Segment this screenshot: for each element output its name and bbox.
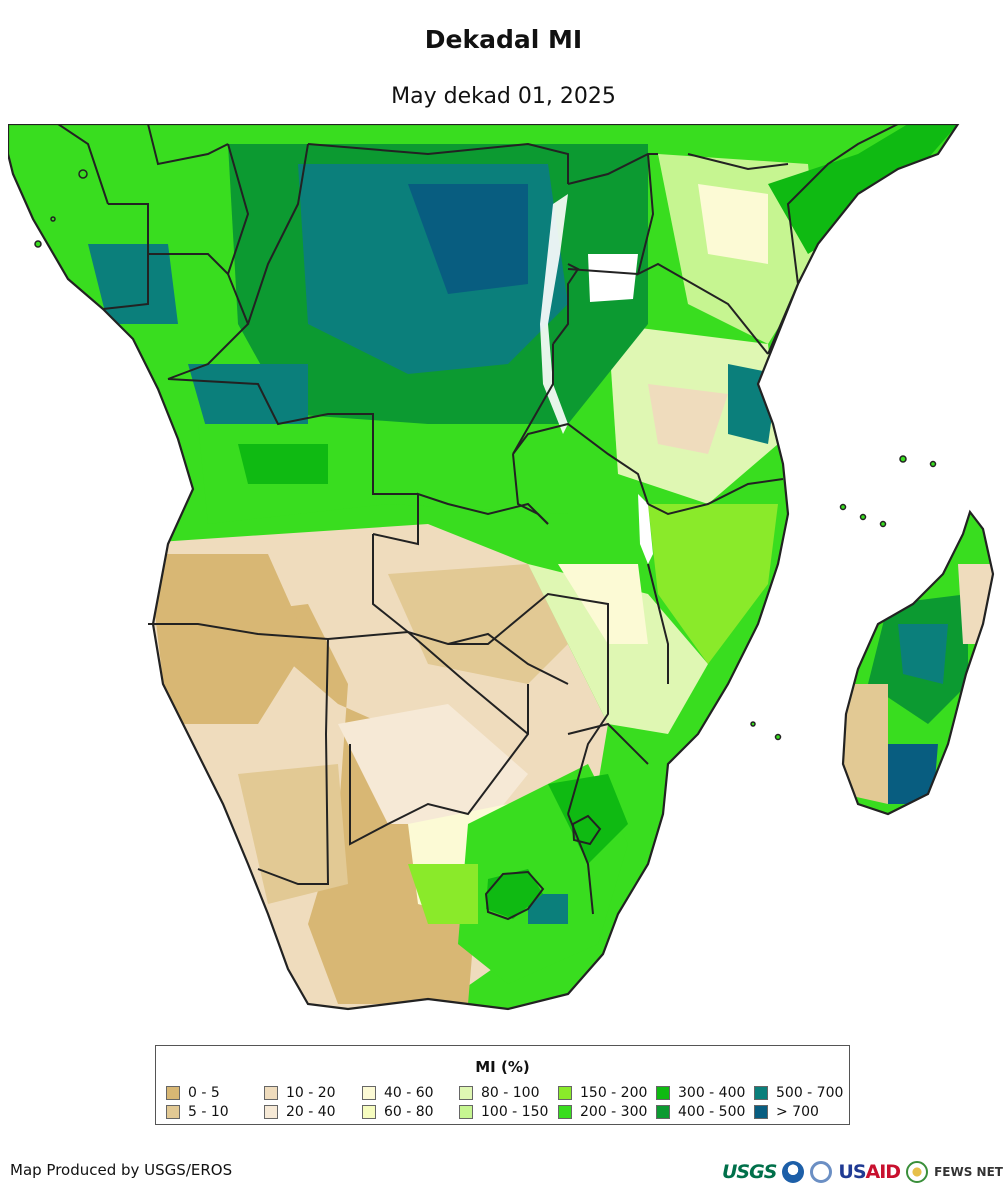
legend-label: 100 - 150 (481, 1104, 549, 1120)
eswatini-border (571, 814, 602, 846)
legend-title: MI (%) (475, 1058, 530, 1076)
lesotho-border (484, 870, 545, 921)
legend-swatch (754, 1086, 768, 1100)
legend-label: 60 - 80 (384, 1104, 434, 1120)
legend-swatch (558, 1086, 572, 1100)
legend-label: 80 - 100 (481, 1085, 540, 1101)
legend-item-150-200: 150 - 200 (558, 1084, 647, 1102)
fews-net-logo: FEWS NET (934, 1165, 1003, 1179)
map-credit: Map Produced by USGS/EROS (10, 1161, 233, 1179)
map-canvas (8, 124, 995, 1011)
state-dept-seal (810, 1161, 833, 1183)
legend-label: 300 - 400 (678, 1085, 746, 1101)
legend-item-200-300: 200 - 300 (558, 1103, 647, 1121)
legend-box: MI (%) 0 - 5 5 - 10 10 - 20 20 - 40 40 -… (155, 1045, 850, 1125)
small-islands (34, 169, 937, 741)
legend-swatch (656, 1086, 670, 1100)
legend-swatch (558, 1105, 572, 1119)
legend-label: 150 - 200 (580, 1085, 648, 1101)
usaid-logo-aid: AID (865, 1161, 902, 1183)
legend-item-100-150: 100 - 150 (459, 1103, 548, 1121)
legend-label: 20 - 40 (286, 1104, 336, 1120)
legend-swatch (166, 1086, 180, 1100)
map-subtitle: May dekad 01, 2025 (391, 84, 616, 109)
legend-item-5-10: 5 - 10 (166, 1103, 229, 1121)
legend-item-20-40: 20 - 40 (264, 1103, 336, 1121)
legend-item-500-700: 500 - 700 (754, 1084, 843, 1102)
legend-swatch (264, 1105, 278, 1119)
legend-item-60-80: 60 - 80 (362, 1103, 434, 1121)
legend-label: 0 - 5 (188, 1085, 220, 1101)
legend-swatch (754, 1105, 768, 1119)
mainland-mi-field (8, 124, 958, 1009)
madagascar-coastline (841, 509, 995, 816)
map-title: Dekadal MI (424, 25, 583, 54)
mainland-coastline (8, 124, 960, 1011)
legend-label: > 700 (776, 1104, 819, 1120)
legend-label: 10 - 20 (286, 1085, 336, 1101)
legend-label: 500 - 700 (776, 1085, 844, 1101)
madagascar-mi-field (843, 512, 993, 814)
moisture-index-map[interactable] (8, 124, 998, 1024)
legend-item-400-500: 400 - 500 (656, 1103, 745, 1121)
legend-swatch (459, 1105, 473, 1119)
legend-label: 40 - 60 (384, 1085, 434, 1101)
legend-item-0-5: 0 - 5 (166, 1084, 220, 1102)
agency-logos: USGS USAID FEWS NET (722, 1155, 1003, 1189)
legend-swatch (459, 1086, 473, 1100)
usaid-logo-us: US (838, 1161, 866, 1183)
legend-swatch (656, 1105, 670, 1119)
legend-label: 400 - 500 (678, 1104, 746, 1120)
legend-item-10-20: 10 - 20 (264, 1084, 336, 1102)
legend-label: 5 - 10 (188, 1104, 229, 1120)
legend-item-80-100: 80 - 100 (459, 1084, 540, 1102)
usgs-logo: USGS (722, 1161, 777, 1183)
legend-item-over-700: > 700 (754, 1103, 819, 1121)
legend-swatch (362, 1105, 376, 1119)
noaa-logo (782, 1161, 805, 1183)
legend-swatch (362, 1086, 376, 1100)
legend-label: 200 - 300 (580, 1104, 648, 1120)
usaid-logo: USAID (838, 1161, 902, 1183)
legend-swatch (166, 1105, 180, 1119)
country-borders (57, 124, 899, 915)
fews-globe-icon (906, 1161, 929, 1183)
legend-item-300-400: 300 - 400 (656, 1084, 745, 1102)
legend-item-40-60: 40 - 60 (362, 1084, 434, 1102)
legend-swatch (264, 1086, 278, 1100)
